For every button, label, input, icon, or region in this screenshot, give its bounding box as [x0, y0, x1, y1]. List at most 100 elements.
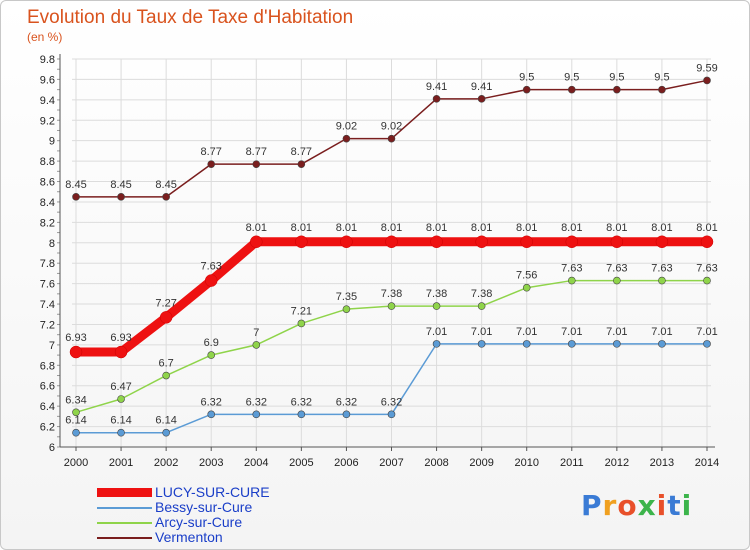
x-tick-label-2004: 2004 [244, 457, 268, 469]
data-label-lucy-sur-cure-2009: 8.01 [471, 222, 492, 234]
y-tick-label: 8.4 [40, 197, 55, 209]
legend-swatch-arcy [97, 522, 152, 524]
point-arcy-sur-cure-2011 [567, 276, 576, 285]
point-vermenton-2000 [72, 193, 80, 201]
point-bessy-sur-cure-2001 [117, 428, 125, 437]
data-label-vermenton-2002: 8.45 [155, 179, 176, 191]
y-tick-label: 6.6 [40, 381, 55, 393]
data-label-arcy-sur-cure-2004: 7 [253, 327, 259, 339]
data-label-lucy-sur-cure-2010: 8.01 [516, 222, 537, 234]
y-tick-label: 9.6 [40, 74, 55, 86]
point-bessy-sur-cure-2005 [297, 410, 306, 419]
point-vermenton-2013 [658, 85, 666, 94]
legend-swatch-vermenton [97, 537, 152, 539]
point-lucy-sur-cure-2002 [159, 311, 173, 324]
data-label-vermenton-2001: 8.45 [110, 179, 131, 191]
point-lucy-sur-cure-2012 [610, 235, 624, 249]
point-arcy-sur-cure-2013 [658, 276, 666, 285]
data-label-arcy-sur-cure-2009: 7.38 [471, 288, 492, 300]
x-tick-label-2014: 2014 [695, 457, 719, 469]
data-label-bessy-sur-cure-2009: 7.01 [471, 326, 492, 338]
data-label-bessy-sur-cure-2002: 6.14 [155, 415, 176, 427]
x-tick-label-2011: 2011 [560, 457, 584, 469]
x-tick-label-2009: 2009 [469, 457, 493, 469]
point-vermenton-2004 [252, 160, 261, 168]
line-chart: 6 6.2 6.4 6.6 6.8 7 7.2 7.4 7.6 7.8 8 8.2 8.4 8.6 8.8 9… [40, 54, 719, 469]
data-label-bessy-sur-cure-2003: 6.32 [201, 396, 222, 408]
data-label-bessy-sur-cure-2004: 6.32 [246, 396, 267, 408]
x-tick-label-2013: 2013 [650, 457, 674, 469]
data-label-lucy-sur-cure-2002: 7.27 [155, 297, 176, 309]
x-tick-label-2005: 2005 [289, 457, 313, 469]
data-label-bessy-sur-cure-2013: 7.01 [651, 326, 672, 338]
data-label-bessy-sur-cure-2006: 6.32 [336, 396, 357, 408]
y-tick-label: 8 [49, 238, 55, 250]
x-tick-label-2012: 2012 [605, 457, 629, 469]
x-tick-label-2003: 2003 [199, 457, 223, 469]
point-bessy-sur-cure-2010 [522, 340, 531, 348]
data-label-lucy-sur-cure-2007: 8.01 [381, 222, 402, 234]
data-label-vermenton-2000: 8.45 [65, 179, 86, 191]
y-tick-label: 8.2 [40, 217, 55, 229]
point-lucy-sur-cure-2003 [204, 274, 218, 287]
data-label-bessy-sur-cure-2007: 6.32 [381, 396, 402, 408]
point-arcy-sur-cure-2006 [342, 305, 351, 313]
legend-label-bessy: Bessy-sur-Cure [155, 499, 253, 515]
point-vermenton-2009 [477, 95, 486, 103]
data-label-vermenton-2003: 8.77 [201, 146, 222, 158]
point-arcy-sur-cure-2002 [162, 371, 170, 380]
y-tick-label: 8.8 [40, 156, 55, 168]
point-bessy-sur-cure-2008 [432, 340, 441, 348]
point-vermenton-2003 [207, 160, 216, 168]
point-bessy-sur-cure-2007 [387, 410, 396, 419]
point-arcy-sur-cure-2001 [117, 395, 125, 403]
proxiti-logo: Proxiti [581, 489, 693, 522]
data-label-arcy-sur-cure-2003: 6.9 [204, 337, 219, 349]
point-arcy-sur-cure-2008 [432, 302, 441, 310]
point-vermenton-2005 [297, 160, 306, 168]
legend-label-arcy: Arcy-sur-Cure [155, 514, 243, 530]
point-vermenton-2007 [387, 134, 396, 143]
data-label-lucy-sur-cure-2012: 8.01 [606, 222, 627, 234]
data-label-vermenton-2009: 9.41 [471, 81, 492, 93]
point-arcy-sur-cure-2007 [387, 302, 396, 310]
point-arcy-sur-cure-2010 [522, 283, 531, 292]
chart-unit: (en %) [27, 30, 63, 44]
data-label-vermenton-2012: 9.5 [609, 72, 624, 84]
point-arcy-sur-cure-2003 [207, 351, 216, 359]
x-tick-label-2006: 2006 [334, 457, 358, 469]
point-arcy-sur-cure-2009 [477, 302, 486, 310]
data-label-bessy-sur-cure-2005: 6.32 [291, 396, 312, 408]
data-label-lucy-sur-cure-2003: 7.63 [201, 261, 222, 273]
data-label-vermenton-2013: 9.5 [654, 72, 669, 84]
data-label-vermenton-2010: 9.5 [519, 72, 534, 84]
point-arcy-sur-cure-2005 [297, 319, 306, 328]
x-tick-label-2008: 2008 [424, 457, 448, 469]
data-label-lucy-sur-cure-2014: 8.01 [696, 222, 717, 234]
legend-label-vermenton: Vermenton [155, 529, 223, 545]
y-tick-label: 9.4 [40, 95, 55, 107]
data-label-arcy-sur-cure-2008: 7.38 [426, 288, 447, 300]
point-bessy-sur-cure-2012 [613, 340, 621, 348]
data-label-lucy-sur-cure-2008: 8.01 [426, 222, 447, 234]
data-label-arcy-sur-cure-2013: 7.63 [651, 263, 672, 275]
x-tick-label-2001: 2001 [109, 457, 133, 469]
y-tick-label: 7 [49, 340, 55, 352]
point-bessy-sur-cure-2011 [567, 340, 576, 348]
data-label-arcy-sur-cure-2001: 6.47 [110, 381, 131, 393]
data-label-arcy-sur-cure-2006: 7.35 [336, 291, 357, 303]
chart-title: Evolution du Taux de Taxe d'Habitation [27, 7, 354, 28]
legend-swatch-bessy [97, 507, 152, 509]
point-bessy-sur-cure-2013 [658, 340, 666, 348]
point-arcy-sur-cure-2014 [703, 276, 711, 285]
data-label-vermenton-2005: 8.77 [291, 146, 312, 158]
data-label-vermenton-2011: 9.5 [564, 72, 579, 84]
data-label-arcy-sur-cure-2010: 7.56 [516, 270, 537, 282]
point-lucy-sur-cure-2007 [385, 235, 398, 249]
data-label-arcy-sur-cure-2005: 7.21 [291, 305, 312, 317]
data-label-bessy-sur-cure-2000: 6.14 [65, 415, 86, 427]
legend-swatch-lucy [97, 488, 152, 497]
x-tick-label-2007: 2007 [379, 457, 403, 469]
data-label-lucy-sur-cure-2011: 8.01 [561, 222, 582, 234]
data-label-arcy-sur-cure-2002: 6.7 [158, 358, 173, 370]
